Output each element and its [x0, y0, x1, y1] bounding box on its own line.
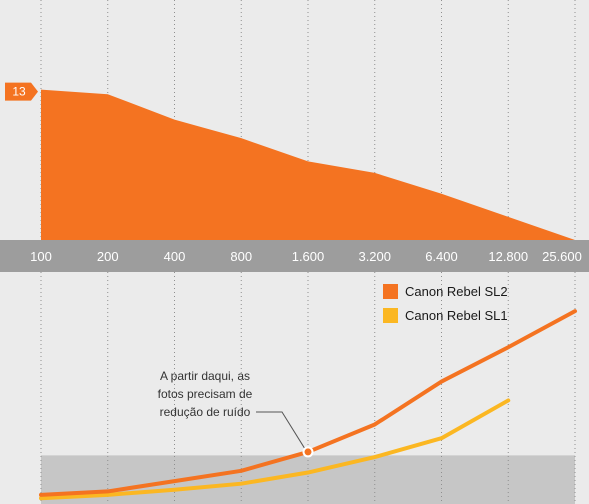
- noise-annotation: A partir daqui, as fotos precisam de red…: [158, 369, 314, 458]
- series-line-sl1: [39, 398, 511, 501]
- annotation-line-3: redução de ruído: [160, 405, 251, 419]
- annotation-line-2: fotos precisam de: [158, 387, 253, 401]
- iso-tick-label: 200: [97, 249, 119, 264]
- upper-value-badge: 13: [5, 82, 38, 101]
- upper-value-badge-shape: [5, 82, 38, 101]
- acceptable-noise-band: [41, 455, 575, 504]
- iso-tick-label: 800: [230, 249, 252, 264]
- upper-area-series: [41, 89, 575, 240]
- iso-tick-label: 3.200: [358, 249, 391, 264]
- annotation-line-1: A partir daqui, as: [160, 369, 250, 383]
- iso-tick-label: 1.600: [292, 249, 325, 264]
- legend-label-sl2: Canon Rebel SL2: [405, 284, 508, 299]
- legend-swatch-sl2: [383, 284, 398, 299]
- iso-tick-label: 6.400: [425, 249, 458, 264]
- iso-tick-labels: 100 200 400 800 1.600 3.200 6.400 12.800 25.600: [30, 249, 582, 264]
- iso-axis-band: [0, 240, 589, 272]
- annotation-leader-line: [256, 411, 306, 450]
- iso-tick-label: 25.600: [542, 249, 582, 264]
- legend: Canon Rebel SL2 Canon Rebel SL1: [383, 284, 508, 323]
- iso-tick-label: 12.800: [488, 249, 528, 264]
- iso-tick-label: 100: [30, 249, 52, 264]
- upper-value-label: 13: [12, 85, 26, 99]
- legend-swatch-sl1: [383, 308, 398, 323]
- iso-tick-label: 400: [164, 249, 186, 264]
- legend-label-sl1: Canon Rebel SL1: [405, 308, 508, 323]
- annotation-point-marker: [302, 446, 314, 458]
